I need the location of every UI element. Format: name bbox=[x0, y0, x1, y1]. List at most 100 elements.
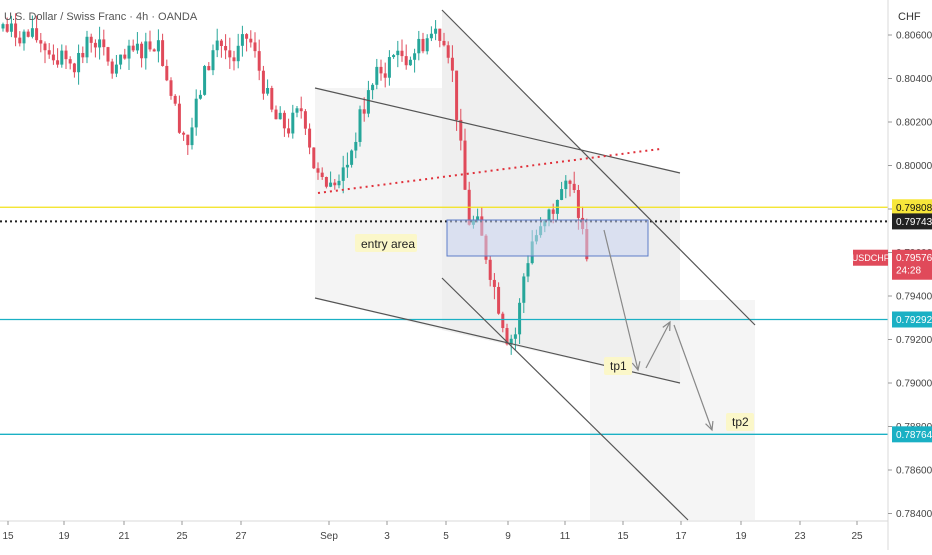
candle bbox=[249, 38, 253, 43]
candle bbox=[144, 41, 148, 59]
candle bbox=[182, 132, 186, 135]
candle bbox=[417, 38, 421, 54]
channel-lower-right[interactable] bbox=[441, 277, 689, 521]
price-label[interactable]: 0.78764 bbox=[896, 430, 932, 441]
candle bbox=[81, 52, 85, 58]
candle bbox=[446, 45, 450, 58]
candle bbox=[22, 31, 26, 44]
channel-upper-right[interactable] bbox=[441, 9, 756, 326]
candle bbox=[371, 84, 375, 91]
candle bbox=[295, 108, 299, 113]
date-tick-label: Sep bbox=[320, 531, 338, 542]
price-label[interactable]: 0.79743 bbox=[896, 217, 932, 228]
candle bbox=[459, 119, 463, 141]
price-tick-label: 0.79400 bbox=[896, 292, 932, 303]
symbol-tag-bg bbox=[853, 249, 888, 266]
candle bbox=[161, 40, 165, 66]
candle bbox=[518, 302, 522, 335]
candle bbox=[77, 52, 81, 73]
candle bbox=[303, 111, 307, 129]
price-label[interactable]: 0.79808 bbox=[896, 203, 932, 214]
candle bbox=[425, 38, 429, 52]
candle bbox=[408, 59, 412, 66]
entry-area-box[interactable] bbox=[446, 219, 649, 257]
projection-arrow-3-head bbox=[705, 420, 714, 432]
candle bbox=[278, 112, 282, 120]
price-tick-label: 0.80200 bbox=[896, 118, 932, 129]
projection-arrow-1[interactable] bbox=[603, 229, 639, 371]
candle bbox=[215, 40, 219, 51]
time-axis[interactable]: 15 19 21 25 27 Sep 3 5 9 11 15 17 19 23 25 bbox=[2, 521, 863, 542]
date-tick-label: 9 bbox=[505, 531, 511, 542]
candle-countdown: 24:28 bbox=[896, 266, 921, 277]
candle bbox=[442, 40, 446, 46]
candle bbox=[165, 65, 169, 81]
candle bbox=[341, 167, 345, 181]
candle bbox=[127, 45, 131, 59]
date-tick-label: 15 bbox=[2, 531, 14, 542]
price-tick-label: 0.78400 bbox=[896, 509, 932, 520]
candle bbox=[9, 23, 13, 32]
candle bbox=[72, 63, 76, 73]
price-label-bg bbox=[892, 311, 932, 328]
candle bbox=[316, 168, 320, 173]
candle bbox=[26, 31, 30, 37]
candle bbox=[30, 28, 34, 37]
candle bbox=[257, 51, 261, 71]
price-label-bg bbox=[892, 199, 932, 216]
candle bbox=[173, 95, 177, 104]
candle bbox=[114, 64, 118, 74]
candle bbox=[501, 313, 505, 329]
projection-arrow-3[interactable] bbox=[673, 324, 713, 431]
candle bbox=[282, 112, 286, 129]
candle bbox=[39, 40, 43, 44]
projection-arrow-1-head bbox=[631, 361, 641, 372]
candle bbox=[450, 57, 454, 71]
projection-arrow-2[interactable] bbox=[645, 321, 671, 369]
candle bbox=[219, 40, 223, 46]
channel-fill-left bbox=[315, 88, 442, 330]
date-tick-label: 27 bbox=[235, 531, 247, 542]
candle bbox=[270, 88, 274, 110]
candle bbox=[1, 24, 5, 29]
candle bbox=[379, 66, 383, 74]
candle bbox=[14, 23, 18, 38]
tp2-label-bg bbox=[726, 413, 754, 431]
candle bbox=[169, 80, 173, 96]
entry-area-label: entry area bbox=[361, 237, 415, 251]
price-tick-label: 0.80600 bbox=[896, 31, 932, 42]
price-label[interactable]: 0.79292 bbox=[896, 315, 932, 326]
candle bbox=[261, 70, 265, 94]
candle bbox=[383, 73, 387, 78]
candle bbox=[203, 66, 207, 95]
currency-label: CHF bbox=[898, 11, 921, 23]
candle bbox=[291, 112, 295, 134]
symbol-tag: USDCHF bbox=[852, 253, 890, 263]
candle bbox=[287, 128, 291, 134]
candle bbox=[253, 42, 257, 52]
candle bbox=[228, 50, 232, 58]
channel-upper-left[interactable] bbox=[314, 87, 681, 174]
candle bbox=[463, 140, 467, 190]
candle bbox=[568, 180, 572, 184]
current-price-label[interactable]: 0.79576 bbox=[896, 253, 932, 264]
candle bbox=[156, 40, 160, 52]
candle bbox=[333, 182, 337, 186]
candle bbox=[232, 57, 236, 62]
candle bbox=[320, 172, 324, 178]
candle bbox=[312, 147, 316, 169]
price-tick-label: 0.80000 bbox=[896, 161, 932, 172]
candle bbox=[572, 183, 576, 190]
candle bbox=[186, 134, 190, 146]
candle bbox=[93, 42, 97, 48]
candle bbox=[455, 70, 459, 120]
candle bbox=[135, 43, 139, 51]
candle bbox=[547, 209, 551, 222]
current-price-bg bbox=[892, 249, 932, 280]
candle bbox=[98, 39, 102, 48]
candle bbox=[106, 47, 110, 62]
date-tick-label: 19 bbox=[58, 531, 70, 542]
chart-title: U.S. Dollar / Swiss Franc · 4h · OANDA bbox=[4, 11, 198, 23]
